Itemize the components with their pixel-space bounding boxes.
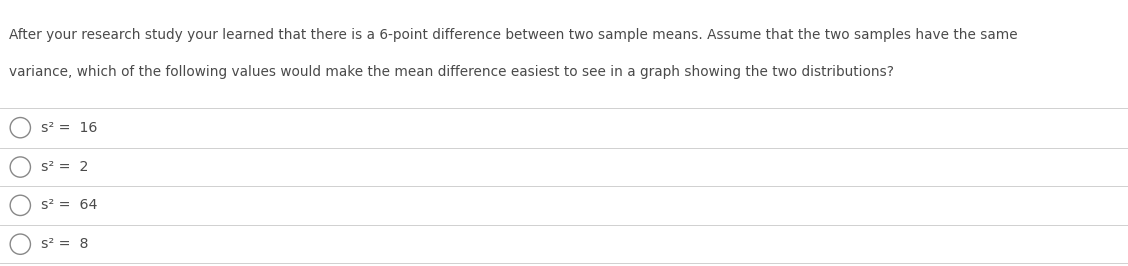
Text: s² =  2: s² = 2: [41, 160, 88, 174]
Text: s² =  64: s² = 64: [41, 198, 97, 212]
Text: variance, which of the following values would make the mean difference easiest t: variance, which of the following values …: [9, 65, 895, 79]
Text: After your research study your learned that there is a 6-point difference betwee: After your research study your learned t…: [9, 28, 1017, 42]
Text: s² =  8: s² = 8: [41, 237, 88, 251]
Text: s² =  16: s² = 16: [41, 121, 97, 135]
